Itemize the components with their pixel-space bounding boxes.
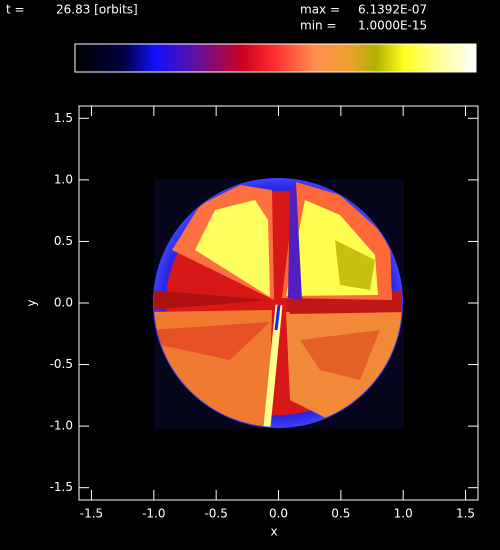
min-value: 1.0000E-15 [358, 19, 427, 33]
image [153, 178, 404, 429]
max-label: max = [300, 3, 340, 17]
x-tick-label: 1.0 [394, 507, 413, 521]
max-value: 6.1392E-07 [358, 3, 427, 17]
time-label: t = [6, 3, 25, 17]
x-tick-label: 0.0 [269, 507, 288, 521]
x-tick-label: -1.5 [80, 507, 103, 521]
x-tick-label: -0.5 [204, 507, 227, 521]
y-tick-label: 1.0 [54, 172, 73, 186]
x-axis-label: x [270, 525, 277, 539]
x-tick-label: 0.5 [331, 507, 350, 521]
y-tick-label: -1.0 [50, 419, 73, 433]
color-bar [74, 43, 477, 73]
y-tick-label: -1.5 [50, 480, 73, 494]
y-tick-label: -0.5 [50, 357, 73, 371]
x-tick-label: -1.0 [142, 507, 165, 521]
y-tick-label: 0.0 [54, 296, 73, 310]
y-tick-label: 1.5 [54, 111, 73, 125]
y-tick-label: 0.5 [54, 234, 73, 248]
y-axis-label: y [25, 299, 39, 306]
x-tick-label: 1.5 [456, 507, 475, 521]
min-label: min = [300, 19, 337, 33]
time-value: 26.83 [orbits] [56, 3, 138, 17]
